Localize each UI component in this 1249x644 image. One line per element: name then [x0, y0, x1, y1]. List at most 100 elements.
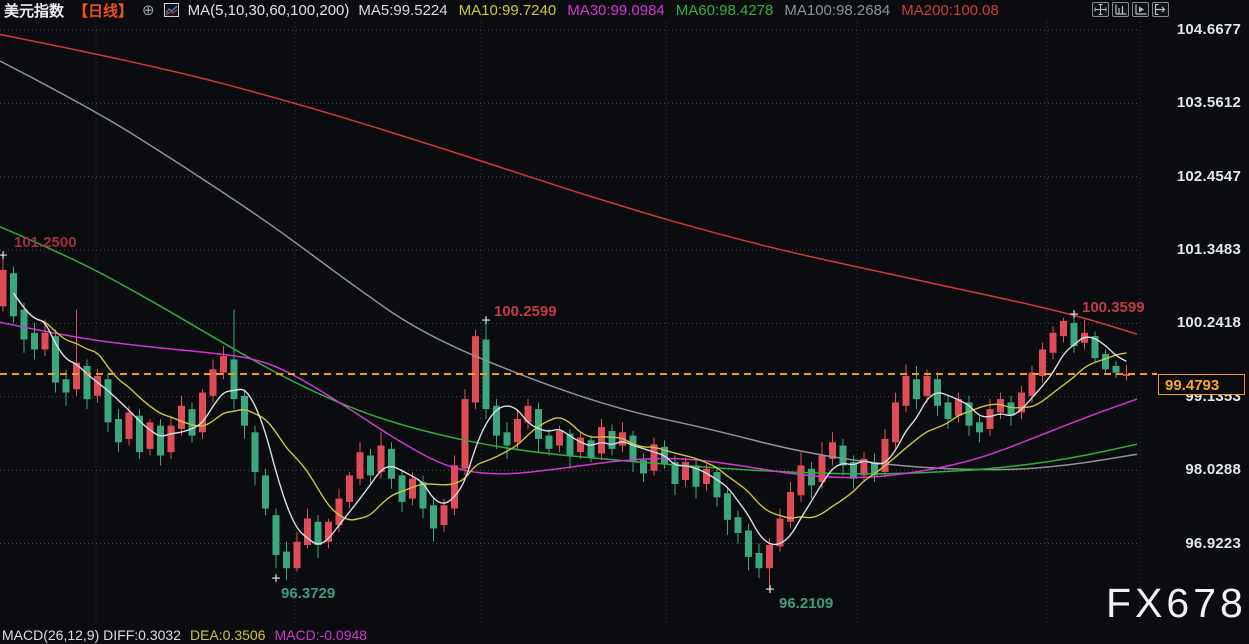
macd-legend: MACD(26,12,9) DIFF:0.3032 DEA:0.3506 MAC…	[2, 626, 367, 644]
chart-header: 美元指数 【日线】 ⊕ MA(5,10,30,60,100,200) MA5:9…	[4, 0, 999, 20]
candle	[230, 309, 238, 410]
candle	[902, 364, 910, 413]
candle	[524, 399, 532, 429]
candle	[440, 498, 448, 532]
candle	[346, 472, 353, 509]
candle	[1112, 360, 1120, 378]
candle	[1049, 326, 1057, 360]
y-axis-label: 104.6677	[1176, 21, 1241, 38]
dea-value-label: DEA:0.3506	[189, 627, 266, 643]
candle	[724, 486, 731, 536]
candle	[745, 523, 752, 571]
candle	[1007, 395, 1015, 426]
candle	[272, 508, 280, 569]
macd-params-label: MACD(26,12,9) DIFF:0.3032	[2, 627, 181, 643]
candle	[314, 515, 322, 559]
timeframe-selector[interactable]: 【日线】	[73, 2, 134, 20]
candle	[125, 405, 133, 446]
candle	[808, 462, 815, 499]
candle	[640, 453, 647, 483]
candle	[976, 415, 983, 443]
candle	[944, 395, 952, 429]
crosshair-tool-button[interactable]	[1092, 2, 1109, 17]
candle	[262, 468, 269, 516]
candle	[52, 329, 59, 393]
mini-chart-icon[interactable]	[163, 3, 179, 17]
candle	[829, 432, 836, 466]
candle	[598, 419, 605, 461]
candle	[83, 359, 91, 410]
candle	[503, 422, 511, 459]
candle	[577, 432, 584, 459]
candle	[209, 359, 217, 403]
axis-play-icon	[1135, 4, 1147, 15]
ma-line-MA200	[0, 33, 1138, 335]
ma-legend-item: MA5:99.5224	[358, 1, 448, 19]
candle	[766, 538, 773, 591]
candle	[608, 424, 616, 456]
candle	[955, 392, 962, 423]
candles-layer	[0, 256, 1130, 591]
ma-legend-item: MA10:99.7240	[458, 1, 557, 19]
candle	[1091, 331, 1099, 363]
ma-line-MA100	[0, 60, 1138, 471]
macd-value-label: MACD:-0.0948	[274, 627, 368, 643]
candle	[1060, 317, 1067, 343]
candle	[41, 319, 49, 357]
candle	[10, 266, 17, 323]
candle	[514, 409, 521, 449]
candle	[367, 448, 374, 486]
candle	[797, 452, 805, 502]
candle	[430, 498, 437, 542]
candle	[1081, 319, 1088, 350]
candle	[671, 455, 679, 496]
exit-chart-button[interactable]	[1152, 2, 1169, 17]
candle	[629, 430, 637, 473]
candle	[73, 309, 80, 396]
add-indicator-icon[interactable]: ⊕	[142, 2, 155, 19]
y-axis-label: 98.0288	[1185, 461, 1241, 478]
candle	[251, 425, 259, 486]
ma-line-MA10	[12, 292, 1127, 521]
candle	[241, 389, 248, 439]
axis-scale-icon	[1115, 4, 1127, 15]
candle	[325, 518, 332, 549]
candle	[388, 442, 395, 489]
candle	[619, 422, 626, 453]
ma-line-MA5	[12, 292, 1127, 546]
axis-play-button[interactable]	[1132, 2, 1149, 17]
candle	[965, 395, 973, 436]
candle	[1102, 349, 1109, 374]
ma-legend-item: MA60:98.4278	[675, 1, 774, 19]
y-axis-label: 100.2418	[1176, 314, 1241, 331]
ma-legend-item: MA200:100.08	[901, 1, 999, 19]
candle	[1039, 342, 1046, 383]
candle	[734, 510, 742, 544]
candle	[409, 472, 416, 506]
price-axis[interactable]: 104.6677 103.5612 102.4547 101.3483 100.2418…	[1160, 0, 1245, 644]
candle	[115, 409, 122, 453]
candle	[451, 455, 458, 516]
candle	[482, 322, 490, 420]
candle	[650, 437, 658, 476]
candle	[62, 369, 70, 406]
candle	[892, 392, 899, 449]
y-axis-label: 102.4547	[1176, 168, 1241, 185]
candle	[104, 372, 112, 433]
candle	[839, 438, 847, 476]
y-axis-label: 101.3483	[1176, 241, 1241, 258]
crosshair-icon	[1094, 4, 1107, 15]
ma-legend: MA5:99.5224 MA10:99.7240 MA30:99.0984 MA60:…	[358, 2, 998, 19]
y-axis-label: 96.9223	[1185, 535, 1241, 552]
ma-line-MA30	[0, 321, 1138, 479]
ma-settings-label: MA(5,10,30,60,100,200)	[187, 1, 350, 19]
symbol-title: 美元指数	[4, 2, 65, 20]
candle	[787, 482, 794, 529]
candle	[871, 453, 878, 483]
candle	[1123, 364, 1130, 381]
axis-scale-button[interactable]	[1112, 2, 1129, 17]
candle	[1018, 385, 1025, 420]
candle	[356, 442, 364, 486]
